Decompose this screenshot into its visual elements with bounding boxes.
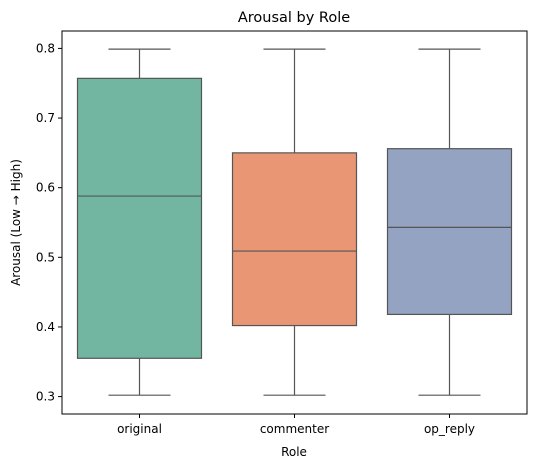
y-tick-label: 0.7 (36, 111, 55, 125)
x-axis-label: Role (281, 445, 307, 459)
box-op_reply (386, 48, 513, 396)
x-axis: original commenter op_reply (117, 414, 475, 436)
iqr-box (231, 152, 358, 327)
y-tick-label: 0.5 (36, 250, 55, 264)
y-tick-label: 0.4 (36, 320, 55, 334)
x-tick-label: original (117, 422, 162, 436)
y-axis: 0.3 0.4 0.5 0.6 0.7 0.8 (36, 41, 62, 404)
boxes-layer (76, 48, 513, 396)
box-commenter (231, 48, 358, 396)
y-tick-label: 0.6 (36, 181, 55, 195)
iqr-box (76, 77, 203, 359)
x-tick-label: op_reply (424, 422, 475, 436)
box-original (76, 48, 203, 396)
y-axis-label: Arousal (Low → High) (9, 159, 23, 286)
y-tick-label: 0.8 (36, 41, 55, 55)
chart-title: Arousal by Role (238, 10, 350, 26)
x-tick-label: commenter (260, 422, 329, 436)
y-tick-label: 0.3 (36, 390, 55, 404)
iqr-box (386, 148, 513, 316)
